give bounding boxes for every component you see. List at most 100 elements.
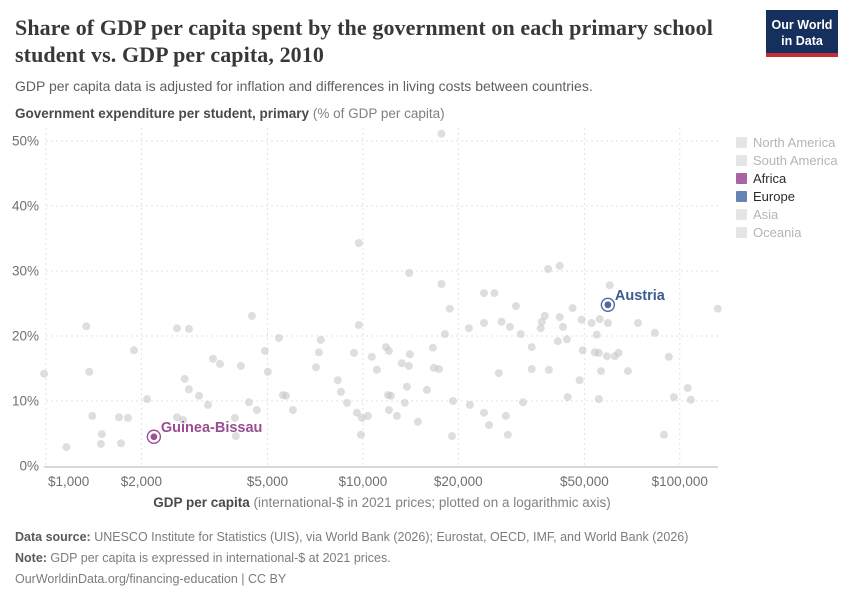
data-point[interactable] — [448, 397, 457, 405]
data-point[interactable] — [130, 346, 138, 355]
legend-item-north-america[interactable]: North America — [736, 133, 838, 151]
data-point[interactable] — [464, 324, 473, 333]
data-point[interactable] — [623, 367, 632, 376]
data-point[interactable] — [357, 430, 365, 439]
data-point[interactable] — [274, 334, 283, 342]
owid-url-link[interactable]: OurWorldinData.org/financing-education — [15, 572, 238, 586]
data-point[interactable] — [263, 367, 272, 376]
data-point[interactable] — [587, 319, 596, 327]
data-point[interactable] — [343, 398, 351, 407]
data-point[interactable] — [594, 395, 603, 404]
legend-item-asia[interactable]: Asia — [736, 205, 838, 223]
data-point[interactable] — [540, 311, 549, 320]
data-point[interactable] — [179, 415, 187, 424]
data-point[interactable] — [650, 328, 659, 337]
data-point[interactable] — [316, 335, 325, 344]
data-point[interactable] — [402, 382, 411, 391]
data-point[interactable] — [333, 376, 342, 385]
data-point[interactable] — [501, 411, 510, 420]
data-point[interactable] — [448, 432, 456, 441]
data-point[interactable] — [372, 365, 381, 374]
data-point[interactable] — [480, 289, 488, 298]
data-point[interactable] — [96, 439, 105, 448]
data-point[interactable] — [575, 376, 584, 385]
data-point[interactable] — [686, 395, 695, 404]
data-point[interactable] — [184, 324, 193, 333]
data-point[interactable] — [115, 413, 123, 422]
data-point[interactable] — [288, 406, 297, 415]
data-point[interactable] — [435, 365, 443, 374]
data-point[interactable] — [312, 363, 320, 372]
data-point[interactable] — [216, 359, 224, 368]
data-point[interactable] — [578, 346, 587, 355]
data-point[interactable] — [555, 261, 564, 270]
country-label[interactable]: Guinea-Bissau — [161, 420, 263, 436]
data-point[interactable] — [209, 354, 217, 363]
data-point[interactable] — [124, 413, 132, 422]
data-point[interactable] — [505, 322, 514, 331]
data-point[interactable] — [350, 348, 358, 357]
data-point[interactable] — [536, 324, 545, 333]
data-point[interactable] — [422, 385, 431, 394]
data-point[interactable] — [173, 324, 181, 333]
data-point[interactable] — [143, 395, 152, 404]
highlight-austria[interactable]: Austria — [600, 288, 666, 312]
data-point[interactable] — [405, 269, 414, 277]
legend-item-south-america[interactable]: South America — [736, 151, 838, 169]
data-point[interactable] — [562, 335, 571, 344]
data-point[interactable] — [664, 352, 673, 361]
data-point[interactable] — [669, 393, 678, 402]
data-point[interactable] — [592, 330, 601, 339]
data-point[interactable] — [559, 322, 567, 331]
highlight-guinea-bissau[interactable]: Guinea-Bissau — [146, 420, 263, 444]
data-point[interactable] — [400, 398, 409, 407]
legend-item-europe[interactable]: Europe — [736, 187, 838, 205]
data-point[interactable] — [337, 387, 345, 396]
legend-item-oceania[interactable]: Oceania — [736, 223, 838, 241]
data-point[interactable] — [245, 398, 253, 407]
data-point[interactable] — [503, 430, 512, 439]
data-point[interactable] — [204, 400, 212, 409]
data-point[interactable] — [563, 393, 572, 402]
data-point[interactable] — [40, 369, 49, 378]
data-point[interactable] — [480, 408, 488, 417]
data-point[interactable] — [594, 348, 603, 357]
data-point[interactable] — [568, 304, 577, 313]
data-point[interactable] — [404, 361, 413, 370]
data-point[interactable] — [428, 343, 437, 352]
data-point[interactable] — [413, 417, 422, 426]
data-point[interactable] — [97, 430, 106, 439]
data-point[interactable] — [354, 239, 363, 248]
data-point[interactable] — [555, 313, 564, 322]
data-point[interactable] — [392, 411, 401, 420]
data-point[interactable] — [485, 421, 493, 430]
data-point[interactable] — [544, 365, 553, 374]
data-point[interactable] — [173, 413, 181, 422]
data-point[interactable] — [354, 321, 363, 329]
data-point[interactable] — [184, 385, 193, 394]
data-point[interactable] — [511, 302, 520, 311]
data-point[interactable] — [494, 369, 503, 378]
data-point[interactable] — [405, 350, 414, 359]
data-point[interactable] — [553, 337, 562, 346]
data-point[interactable] — [597, 367, 605, 376]
data-point[interactable] — [384, 346, 393, 355]
data-point[interactable] — [82, 322, 91, 331]
data-point[interactable] — [516, 330, 525, 339]
legend-item-africa[interactable]: Africa — [736, 169, 838, 187]
data-point[interactable] — [367, 352, 376, 361]
data-point[interactable] — [634, 319, 642, 327]
data-point[interactable] — [527, 365, 536, 374]
data-point[interactable] — [231, 432, 240, 441]
data-point[interactable] — [497, 317, 506, 326]
data-point[interactable] — [247, 311, 256, 320]
data-point[interactable] — [252, 406, 261, 415]
data-point[interactable] — [236, 361, 245, 370]
data-point[interactable] — [230, 413, 239, 422]
data-point[interactable] — [605, 281, 614, 290]
data-point[interactable] — [117, 439, 125, 448]
data-point[interactable] — [281, 391, 290, 400]
data-point[interactable] — [595, 315, 604, 324]
data-point[interactable] — [465, 400, 474, 409]
data-point[interactable] — [445, 304, 454, 313]
